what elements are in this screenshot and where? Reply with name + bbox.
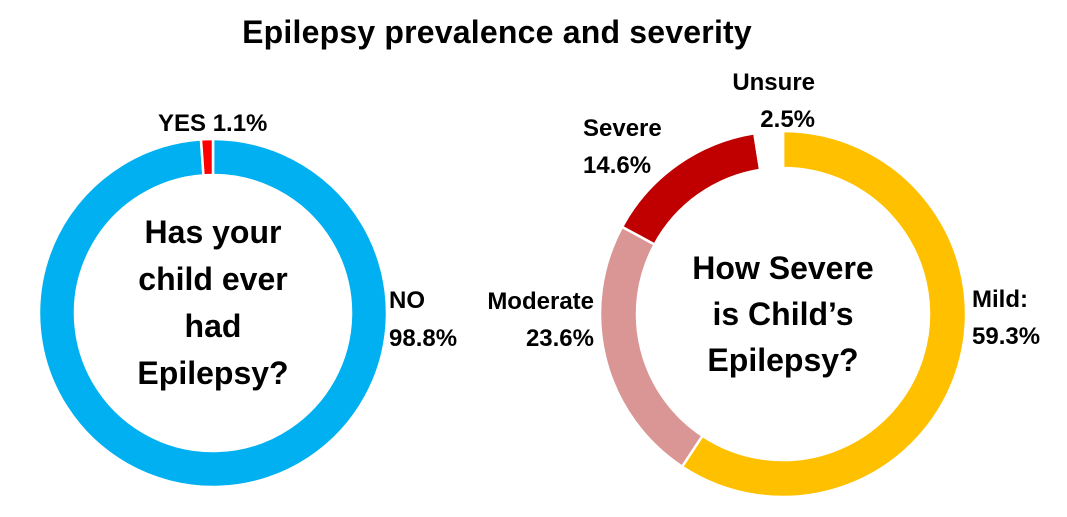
donut-chart-2: Mild: 59.3% Moderate 23.6% Severe 14.6% Unsure…	[487, 69, 1040, 499]
slice-unsure	[752, 129, 785, 172]
data-label-no: NO 98.8%	[389, 287, 457, 352]
donut-chart-1: NO 98.8% YES 1.1% Has your child ever had Epil…	[37, 110, 457, 489]
slice-yes	[199, 137, 215, 177]
slice-mild	[680, 129, 968, 499]
donut-center-text: Has your child ever had Epilepsy?	[137, 214, 288, 391]
data-label-yes: YES 1.1%	[158, 110, 267, 137]
data-label-mild: Mild: 59.3%	[972, 286, 1040, 350]
chart-title: Epilepsy prevalence and severity	[242, 14, 752, 50]
slice-no	[37, 137, 389, 489]
data-label-moderate: Moderate 23.6%	[487, 288, 594, 352]
donut-center-text: How Severe is Child’s Epilepsy?	[692, 250, 873, 378]
slice-moderate	[598, 225, 705, 469]
data-label-unsure: Unsure 2.5%	[732, 69, 815, 133]
data-label-severe: Severe 14.6%	[583, 115, 662, 179]
slice-severe	[620, 131, 762, 247]
